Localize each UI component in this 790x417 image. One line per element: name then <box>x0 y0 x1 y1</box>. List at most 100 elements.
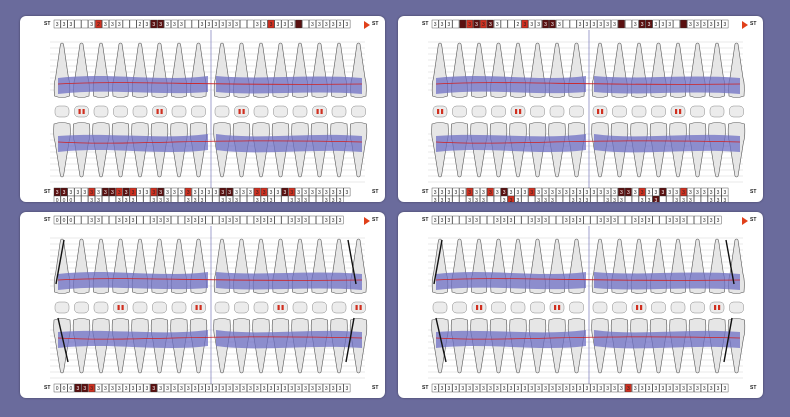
measure-cell[interactable] <box>157 195 165 202</box>
measure-cell[interactable] <box>473 383 480 393</box>
occlusal-tooth[interactable] <box>171 301 187 314</box>
measure-cell[interactable] <box>302 195 309 202</box>
occlusal-tooth[interactable] <box>432 301 448 314</box>
measure-cell[interactable] <box>136 19 144 29</box>
measure-cell[interactable] <box>486 19 494 29</box>
measure-cell[interactable] <box>583 215 591 225</box>
occlusal-tooth[interactable] <box>452 105 467 118</box>
occlusal-tooth[interactable] <box>690 105 705 118</box>
occlusal-tooth[interactable] <box>452 301 467 314</box>
occlusal-tooth[interactable] <box>612 105 627 118</box>
measure-cell[interactable] <box>143 19 151 29</box>
occlusal-tooth[interactable] <box>93 105 109 118</box>
measure-cell[interactable] <box>95 195 102 202</box>
measure-cell[interactable] <box>680 215 687 225</box>
measure-cell[interactable] <box>680 195 687 202</box>
measure-cell[interactable] <box>260 383 268 393</box>
measure-cell[interactable] <box>486 383 494 393</box>
measure-cell[interactable] <box>673 383 681 393</box>
measure-cell[interactable] <box>714 215 722 225</box>
measure-cell[interactable] <box>597 383 605 393</box>
measure-cell[interactable] <box>700 19 708 29</box>
measure-cell[interactable] <box>81 383 89 393</box>
occlusal-tooth[interactable] <box>612 301 627 314</box>
measure-cell[interactable] <box>219 215 227 225</box>
measure-cell[interactable] <box>274 19 282 29</box>
measure-cell[interactable] <box>60 19 68 29</box>
measure-cell[interactable] <box>191 195 199 202</box>
measure-cell[interactable] <box>102 215 109 225</box>
measure-cell[interactable] <box>597 19 605 29</box>
measure-cell[interactable] <box>336 383 344 393</box>
measure-cell[interactable] <box>438 215 446 225</box>
measure-cell[interactable] <box>507 195 515 202</box>
measure-cell[interactable] <box>714 195 722 202</box>
measure-cell[interactable] <box>652 383 660 393</box>
measure-cell[interactable] <box>322 383 330 393</box>
measure-cell[interactable] <box>322 19 330 29</box>
measure-cell[interactable] <box>438 195 446 202</box>
measure-cell[interactable] <box>694 383 701 393</box>
measure-cell[interactable] <box>528 195 536 202</box>
measure-cell[interactable] <box>226 215 234 225</box>
measure-cell[interactable] <box>67 19 75 29</box>
measure-cell[interactable] <box>562 215 570 225</box>
measure-cell[interactable] <box>143 215 151 225</box>
occlusal-tooth[interactable] <box>729 301 744 314</box>
measure-cell[interactable] <box>493 195 501 202</box>
measure-cell[interactable] <box>226 383 234 393</box>
measure-cell[interactable] <box>177 215 185 225</box>
measure-cell[interactable] <box>590 195 598 202</box>
measure-cell[interactable] <box>707 195 715 202</box>
occlusal-tooth[interactable] <box>569 301 584 314</box>
measure-cell[interactable] <box>583 195 591 202</box>
measure-cell[interactable] <box>260 195 268 202</box>
measure-cell[interactable] <box>638 19 646 29</box>
measure-cell[interactable] <box>322 195 330 202</box>
measure-cell[interactable] <box>81 19 89 29</box>
occlusal-tooth[interactable] <box>54 105 70 118</box>
occlusal-tooth[interactable] <box>74 105 89 118</box>
measure-cell[interactable] <box>102 195 109 202</box>
measure-cell[interactable] <box>500 383 508 393</box>
measure-cell[interactable] <box>604 215 612 225</box>
occlusal-tooth[interactable] <box>569 105 584 118</box>
measure-cell[interactable] <box>150 19 158 29</box>
measure-cell[interactable] <box>246 195 254 202</box>
measure-cell[interactable] <box>226 195 234 202</box>
measure-cell[interactable] <box>714 19 722 29</box>
measure-cell[interactable] <box>129 215 137 225</box>
measure-cell[interactable] <box>288 195 296 202</box>
occlusal-tooth[interactable] <box>292 301 308 314</box>
measure-cell[interactable] <box>205 383 213 393</box>
occlusal-tooth[interactable] <box>709 301 725 314</box>
measure-cell[interactable] <box>473 215 480 225</box>
measure-cell[interactable] <box>521 215 529 225</box>
measure-cell[interactable] <box>611 383 618 393</box>
measure-cell[interactable] <box>452 383 460 393</box>
occlusal-tooth[interactable] <box>631 301 647 314</box>
measure-cell[interactable] <box>631 19 639 29</box>
measure-cell[interactable] <box>274 215 282 225</box>
measure-cell[interactable] <box>459 195 467 202</box>
occlusal-tooth[interactable] <box>651 301 666 314</box>
measure-cell[interactable] <box>329 383 337 393</box>
measure-cell[interactable] <box>597 215 605 225</box>
measure-cell[interactable] <box>590 19 598 29</box>
measure-cell[interactable] <box>171 19 178 29</box>
measure-cell[interactable] <box>721 383 729 393</box>
measure-cell[interactable] <box>267 19 275 29</box>
measure-cell[interactable] <box>205 195 213 202</box>
measure-cell[interactable] <box>466 195 474 202</box>
occlusal-tooth[interactable] <box>670 105 686 118</box>
occlusal-tooth[interactable] <box>74 301 89 314</box>
measure-cell[interactable] <box>281 19 289 29</box>
measure-cell[interactable] <box>281 215 289 225</box>
measure-cell[interactable] <box>583 19 591 29</box>
measure-cell[interactable] <box>721 19 729 29</box>
occlusal-tooth[interactable] <box>191 301 206 314</box>
measure-cell[interactable] <box>493 215 501 225</box>
occlusal-tooth[interactable] <box>651 105 666 118</box>
measure-cell[interactable] <box>81 195 89 202</box>
occlusal-tooth[interactable] <box>113 105 128 118</box>
